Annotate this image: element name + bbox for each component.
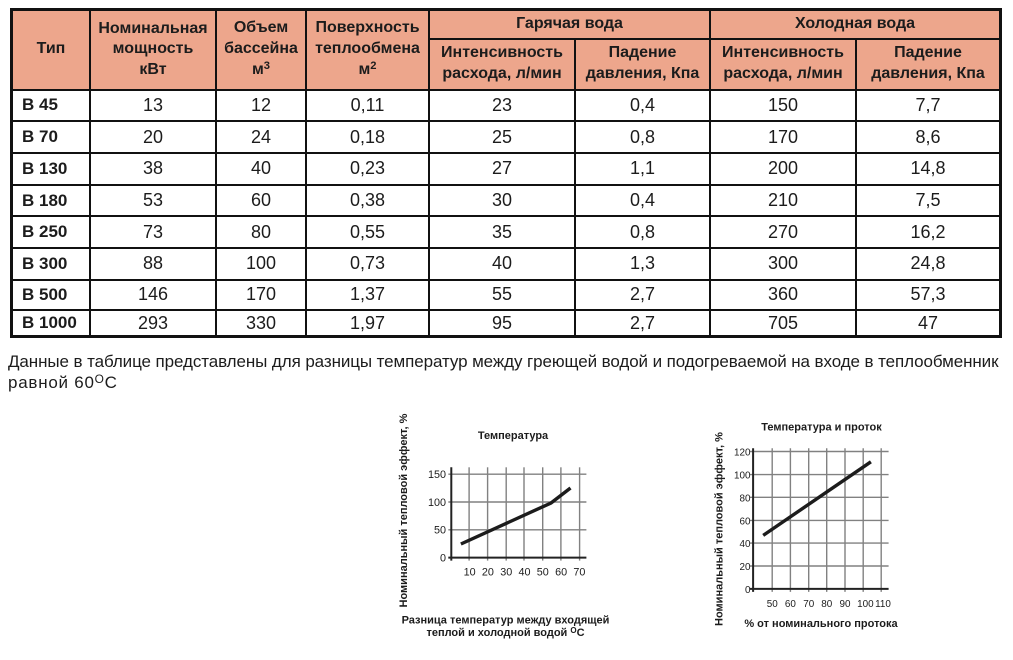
- svg-text:60: 60: [555, 567, 567, 579]
- svg-text:100: 100: [857, 599, 874, 610]
- svg-text:20: 20: [740, 562, 751, 573]
- svg-text:50: 50: [434, 525, 446, 537]
- svg-text:110: 110: [875, 599, 891, 610]
- svg-text:Разница температур между входя: Разница температур между входящей: [402, 615, 610, 627]
- svg-text:30: 30: [500, 567, 512, 579]
- svg-text:% от номинального протока: % от номинального протока: [744, 618, 898, 630]
- svg-text:Температура и проток: Температура и проток: [761, 421, 882, 433]
- svg-text:Номинальный тепловой эффект, %: Номинальный тепловой эффект, %: [398, 413, 410, 607]
- svg-text:70: 70: [803, 599, 814, 610]
- svg-text:100: 100: [734, 471, 751, 482]
- svg-text:80: 80: [821, 599, 832, 610]
- svg-text:40: 40: [740, 539, 751, 550]
- svg-text:120: 120: [734, 448, 751, 459]
- svg-text:40: 40: [518, 567, 530, 579]
- svg-text:0: 0: [745, 585, 751, 596]
- svg-text:100: 100: [428, 497, 446, 509]
- svg-text:60: 60: [785, 599, 796, 610]
- svg-text:Номинальный тепловой эффект, %: Номинальный тепловой эффект, %: [714, 432, 726, 626]
- svg-text:60: 60: [740, 516, 751, 527]
- svg-text:0: 0: [440, 553, 446, 565]
- svg-text:150: 150: [428, 469, 446, 481]
- svg-text:50: 50: [537, 567, 549, 579]
- svg-text:50: 50: [767, 599, 778, 610]
- svg-text:Температура: Температура: [478, 430, 549, 442]
- svg-text:80: 80: [740, 493, 751, 504]
- svg-text:90: 90: [840, 599, 851, 610]
- svg-text:10: 10: [464, 567, 476, 579]
- svg-text:70: 70: [573, 567, 585, 579]
- svg-text:20: 20: [482, 567, 494, 579]
- svg-text:теплой и холодной водой ОС: теплой и холодной водой ОС: [426, 626, 584, 639]
